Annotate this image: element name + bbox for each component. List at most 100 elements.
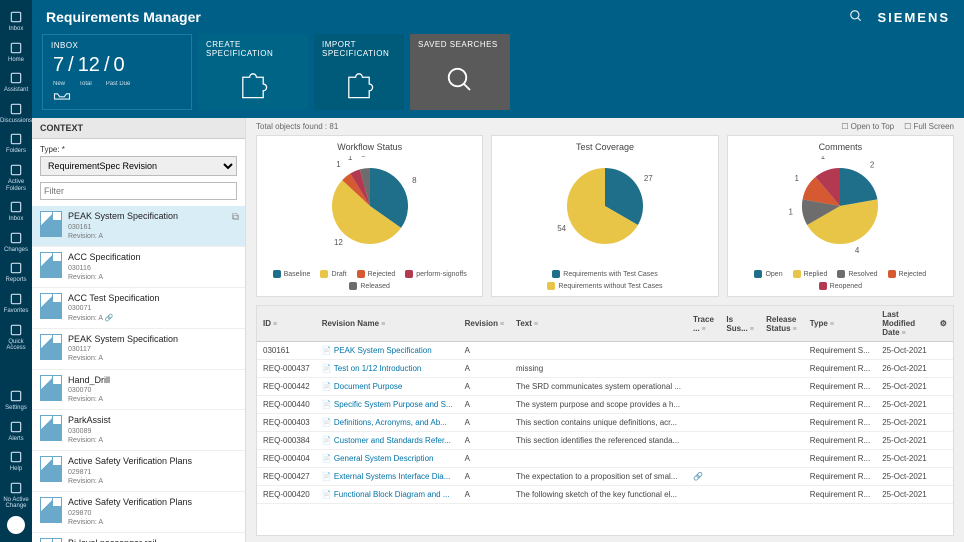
cell-id: REQ-000442 [257,378,316,396]
legend-item: Draft [320,270,346,278]
nav-discussions[interactable]: Discussions [1,98,31,129]
svg-text:1: 1 [821,156,826,161]
table-row[interactable]: REQ-000437 📄 Test on 1/12 Introduction A… [257,360,953,378]
nav-help[interactable]: Help [1,446,31,477]
column-header[interactable]: Release Status≡ [760,306,804,342]
cell-name[interactable]: 📄 Test on 1/12 Introduction [316,360,459,378]
open-to-top-toggle[interactable]: ☐ Open to Top [841,122,894,131]
spec-revision: Revision: A [68,518,237,527]
spec-item[interactable]: Active Safety Verification Plans 029870 … [32,492,245,533]
cell-name[interactable]: 📄 Functional Block Diagram and ... [316,486,459,504]
cell-trace [687,450,720,468]
type-select[interactable]: RequirementSpec Revision [40,156,237,176]
nav-folders[interactable]: Folders [1,128,31,159]
open-icon[interactable]: ⧉ [232,212,239,223]
saved-searches-card[interactable]: SAVED SEARCHES [410,34,510,110]
cell-text: This section contains unique definitions… [510,414,687,432]
spec-item[interactable]: ACC Test Specification 030071 Revision: … [32,288,245,329]
spec-id: 030161 [68,223,237,232]
nav-alerts[interactable]: Alerts [1,416,31,447]
spec-name: PEAK System Specification [68,334,237,346]
cell-date: 25-Oct-2021 [876,486,934,504]
spec-item[interactable]: ACC Specification 030116 Revision: A [32,247,245,288]
cell-name[interactable]: 📄 Document Purpose [316,378,459,396]
table-row[interactable]: REQ-000442 📄 Document Purpose A The SRD … [257,378,953,396]
legend-item: Open [754,270,782,278]
table-row[interactable]: REQ-000427 📄 External Systems Interface … [257,468,953,486]
table-row[interactable]: REQ-000420 📄 Functional Block Diagram an… [257,486,953,504]
table-row[interactable]: REQ-000404 📄 General System Description … [257,450,953,468]
spec-item[interactable]: Hand_Drill 030070 Revision: A [32,370,245,411]
column-header[interactable]: Is Sus...≡ [720,306,760,342]
cell-name[interactable]: 📄 PEAK System Specification [316,342,459,360]
column-header[interactable]: Revision Name≡ [316,306,459,342]
user-avatar[interactable] [7,516,25,534]
inbox-new-count: 7 [53,54,64,77]
nav-assistant[interactable]: Assistant [1,67,31,98]
import-spec-card[interactable]: IMPORT SPECIFICATION [314,34,404,110]
cell-trace [687,378,720,396]
cell-trace: 🔗 [687,468,720,486]
chart-title: Comments [819,142,863,152]
column-header[interactable]: Last Modified Date≡ [876,306,934,342]
table-row[interactable]: 030161 📄 PEAK System Specification A Req… [257,342,953,360]
svg-text:54: 54 [557,224,566,233]
total-objects-label: Total objects found : 81 [256,122,338,131]
cell-text: missing [510,360,687,378]
column-header[interactable]: Text≡ [510,306,687,342]
search-icon[interactable] [849,9,863,26]
nav-home[interactable]: Home [1,37,31,68]
full-screen-toggle[interactable]: ☐ Full Screen [904,122,954,131]
cell-text: The system purpose and scope provides a … [510,396,687,414]
create-spec-card[interactable]: CREATE SPECIFICATION [198,34,308,110]
spec-item[interactable]: PEAK System Specification 030161 Revisio… [32,206,245,247]
nav-settings[interactable]: Settings [1,385,31,416]
magnifier-icon [410,49,510,110]
cell-sus [720,360,760,378]
svg-text:27: 27 [644,174,653,183]
nav-favorites[interactable]: Favorites [1,288,31,319]
column-header[interactable]: ID≡ [257,306,316,342]
comments-chart: Comments 24111 OpenRepliedResolvedReject… [727,135,954,297]
cell-name[interactable]: 📄 Customer and Standards Refer... [316,432,459,450]
filter-input[interactable] [40,182,237,200]
nav-reports[interactable]: Reports [1,257,31,288]
document-icon [40,415,62,441]
cell-status [760,360,804,378]
nav-no-active-change[interactable]: No Active Change [1,477,31,514]
spec-name: PEAK System Specification [68,211,237,223]
nav-inbox[interactable]: Inbox [1,6,31,37]
nav-inbox[interactable]: Inbox [1,196,31,227]
cell-trace [687,414,720,432]
cell-text [510,450,687,468]
column-header[interactable]: Revision≡ [459,306,510,342]
cell-sus [720,378,760,396]
chart-legend: Requirements with Test CasesRequirements… [498,266,711,290]
nav-quick-access[interactable]: Quick Access [1,319,31,356]
table-row[interactable]: REQ-000440 📄 Specific System Purpose and… [257,396,953,414]
nav-changes[interactable]: Changes [1,227,31,258]
table-row[interactable]: REQ-000403 📄 Definitions, Acronyms, and … [257,414,953,432]
cell-sus [720,414,760,432]
legend-item: Released [349,282,390,290]
spec-item[interactable]: Bi-level passenger rail 028517 Revision:… [32,533,245,542]
column-header[interactable]: Type≡ [804,306,876,342]
nav-active-folders[interactable]: Active Folders [1,159,31,196]
cell-name[interactable]: 📄 Specific System Purpose and S... [316,396,459,414]
gear-icon[interactable]: ⚙ [934,306,953,342]
spec-revision: Revision: A [68,436,237,445]
cell-name[interactable]: 📄 General System Description [316,450,459,468]
spec-item[interactable]: ParkAssist 030089 Revision: A [32,410,245,451]
spec-item[interactable]: Active Safety Verification Plans 029871 … [32,451,245,492]
inbox-card[interactable]: INBOX 7/ 12/ 0 New Total Past Due [42,34,192,110]
cell-name[interactable]: 📄 External Systems Interface Dia... [316,468,459,486]
table-row[interactable]: REQ-000384 📄 Customer and Standards Refe… [257,432,953,450]
cell-name[interactable]: 📄 Definitions, Acronyms, and Ab... [316,414,459,432]
spec-item[interactable]: PEAK System Specification 030117 Revisio… [32,329,245,370]
inbox-total-count: 12 [78,54,100,77]
cell-status [760,468,804,486]
context-header: CONTEXT [32,118,245,139]
cell-trace [687,486,720,504]
column-header[interactable]: Trace ...≡ [687,306,720,342]
cell-status [760,432,804,450]
